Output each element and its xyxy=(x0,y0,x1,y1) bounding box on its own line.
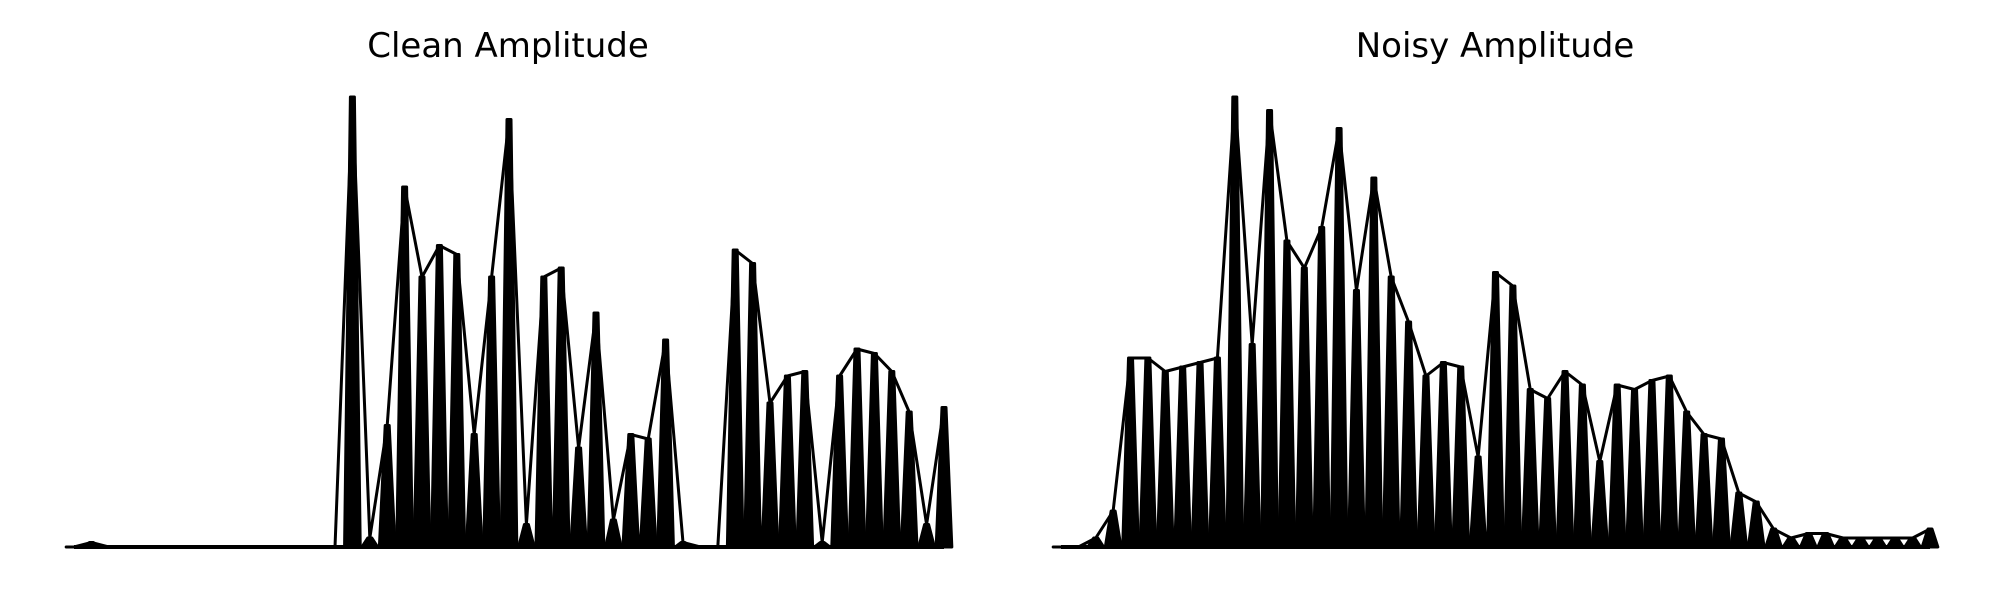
amplitude-peak xyxy=(1364,176,1384,549)
chart-title: Clean Amplitude xyxy=(367,26,649,66)
amplitude-peak xyxy=(1399,320,1418,549)
amplitude-peak xyxy=(447,253,467,549)
amplitude-peak xyxy=(1920,527,1940,549)
amplitude-peak xyxy=(1312,226,1332,549)
amplitude-peak xyxy=(517,523,536,549)
plot-area xyxy=(64,95,954,549)
amplitude-peak xyxy=(917,523,936,549)
amplitude-peak xyxy=(812,541,832,549)
amplitude-peak xyxy=(412,275,432,549)
amplitude-peak xyxy=(551,266,571,549)
amplitude-peak xyxy=(1677,410,1697,549)
amplitude-peak xyxy=(1712,437,1731,549)
amplitude-peak xyxy=(1468,455,1488,549)
amplitude-peak xyxy=(1242,343,1262,549)
amplitude-peak xyxy=(934,406,954,549)
series-line xyxy=(73,95,946,549)
amplitude-peak xyxy=(830,374,849,549)
series-line xyxy=(1061,95,1931,549)
amplitude-peak xyxy=(1503,284,1523,549)
amplitude-peak xyxy=(1746,500,1766,549)
amplitude-peak xyxy=(499,118,519,549)
amplitude-peak xyxy=(1208,356,1227,549)
amplitude-peak xyxy=(360,536,380,549)
amplitude-peak xyxy=(899,410,919,549)
amplitude-peak xyxy=(1347,289,1366,549)
amplitude-peak xyxy=(1277,239,1297,549)
amplitude-peak xyxy=(586,311,606,549)
amplitude-peak xyxy=(743,262,762,549)
chart-title: Noisy Amplitude xyxy=(1356,26,1635,66)
noisy-amplitude-panel: Noisy Amplitude xyxy=(1051,26,1940,549)
amplitude-peak xyxy=(1294,266,1314,549)
amplitude-peak xyxy=(377,424,397,549)
amplitude-peak xyxy=(795,370,815,549)
amplitude-peak xyxy=(1103,509,1123,549)
amplitude-peak xyxy=(1590,460,1610,549)
amplitude-peak xyxy=(1451,365,1471,549)
amplitude-peak xyxy=(569,446,588,549)
amplitude-peak xyxy=(760,401,780,549)
amplitude-peak xyxy=(1329,127,1349,549)
amplitude-peak xyxy=(395,185,414,549)
amplitude-peak xyxy=(656,338,675,549)
plot-area xyxy=(1051,95,1940,549)
amplitude-peak xyxy=(1260,109,1279,549)
amplitude-peak xyxy=(1381,275,1401,549)
amplitude-peak xyxy=(343,95,362,549)
clean-amplitude-panel: Clean Amplitude xyxy=(64,26,954,549)
amplitude-peak xyxy=(1659,374,1679,549)
amplitude-peak xyxy=(604,518,623,549)
amplitude-peak xyxy=(1538,397,1557,549)
amplitude-peak xyxy=(464,433,484,549)
amplitude-peak xyxy=(1225,95,1245,549)
amplitude-peak xyxy=(638,437,658,549)
amplitude-peak xyxy=(1573,383,1592,549)
amplitude-peak xyxy=(882,370,902,549)
amplitude-peak xyxy=(482,275,501,549)
